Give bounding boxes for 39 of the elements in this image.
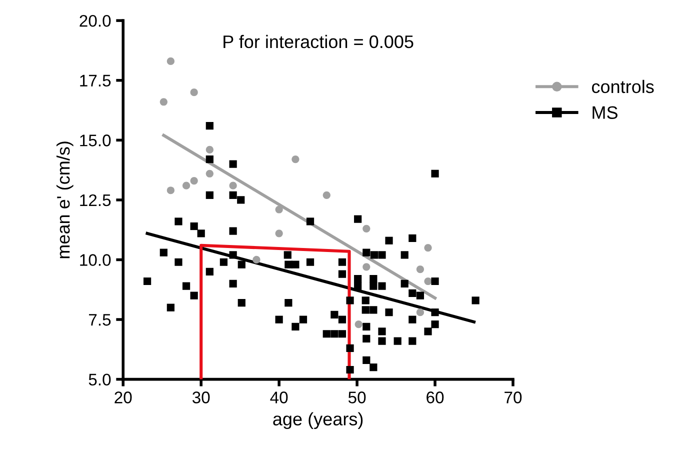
- point: [206, 146, 214, 154]
- point: [424, 244, 432, 252]
- point: [362, 224, 370, 232]
- x-tick-label: 60: [426, 392, 444, 404]
- point: [190, 88, 198, 96]
- point: [354, 320, 362, 328]
- x-tick-label: 20: [114, 392, 132, 404]
- point: [182, 182, 190, 190]
- y-tick-label: 15.0: [80, 134, 111, 146]
- point: [160, 98, 168, 106]
- point: [416, 265, 424, 274]
- point: [190, 177, 198, 185]
- point: [322, 191, 330, 199]
- point: [252, 256, 260, 264]
- x-tick-label: 50: [348, 392, 366, 404]
- legend-label: MS: [592, 106, 618, 119]
- point: [362, 263, 370, 271]
- y-tick-label: 5.0: [88, 374, 111, 386]
- point: [424, 277, 432, 286]
- x-tick-label: 30: [192, 392, 210, 404]
- point: [292, 155, 300, 164]
- x-tick-label: 40: [270, 392, 288, 404]
- y-tick-label: 12.5: [80, 194, 111, 206]
- point: [275, 206, 283, 214]
- point: [206, 170, 214, 178]
- point: [229, 182, 237, 190]
- point: [275, 230, 283, 238]
- point: [416, 308, 424, 316]
- x-axis-title: age (years): [273, 412, 363, 430]
- y-tick-label: 7.5: [89, 314, 111, 326]
- point: [166, 186, 174, 194]
- annotation: P for interaction = 0.005: [224, 34, 414, 48]
- y-tick-label: 20.0: [80, 14, 111, 27]
- y-tick-label: 10.0: [80, 254, 111, 266]
- y-axis-title: mean e' (cm/s): [56, 142, 74, 258]
- point: [166, 57, 174, 66]
- x-tick-label: 70: [504, 392, 522, 404]
- y-tick-label: 17.5: [80, 74, 111, 87]
- legend-label: controls: [592, 80, 654, 94]
